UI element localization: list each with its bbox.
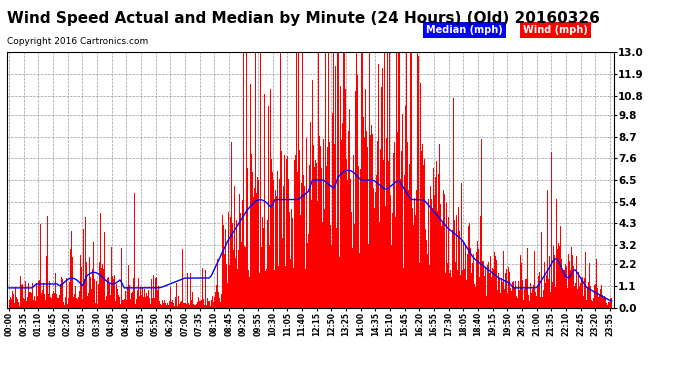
Text: Copyright 2016 Cartronics.com: Copyright 2016 Cartronics.com <box>7 38 148 46</box>
Text: Wind (mph): Wind (mph) <box>523 25 588 34</box>
Text: Median (mph): Median (mph) <box>426 25 502 34</box>
Text: Wind Speed Actual and Median by Minute (24 Hours) (Old) 20160326: Wind Speed Actual and Median by Minute (… <box>7 11 600 26</box>
